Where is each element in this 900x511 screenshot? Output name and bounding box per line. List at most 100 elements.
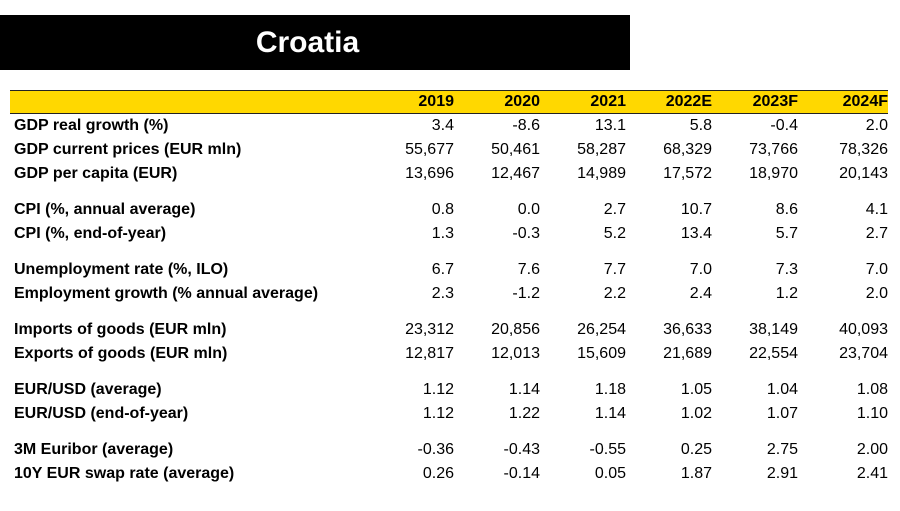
value-cell: 7.3 <box>775 261 798 278</box>
table-row: EUR/USD (end-of-year) 1.12 1.22 1.14 1.02 1.0… <box>10 402 888 426</box>
value-cell: 2.2 <box>603 285 626 302</box>
table-row: Unemployment rate (%, ILO) 6.7 7.6 7.7 7.0 7.… <box>10 258 888 282</box>
value-cell: 2.4 <box>689 285 712 302</box>
value-cell: 5.7 <box>775 225 798 242</box>
title-banner: Croatia <box>0 15 630 70</box>
row-label: Exports of goods (EUR mln) <box>14 345 228 362</box>
row-label: GDP current prices (EUR mln) <box>14 141 242 158</box>
value-cell: 1.05 <box>680 381 712 398</box>
value-cell: 0.25 <box>680 441 712 458</box>
value-cell: 58,287 <box>577 141 626 158</box>
value-cell: 8.6 <box>775 201 798 218</box>
value-cell: 0.0 <box>517 201 540 218</box>
header-label-cell <box>10 90 368 114</box>
spacer-cell <box>10 246 888 258</box>
value-cell: 68,329 <box>663 141 712 158</box>
value-cell: 1.14 <box>594 405 626 422</box>
value-cell: 22,554 <box>749 345 798 362</box>
year-header: 2019 <box>368 90 454 114</box>
value-cell: 1.02 <box>680 405 712 422</box>
spacer-cell <box>10 306 888 318</box>
value-cell: 5.8 <box>689 117 712 134</box>
value-cell: 38,149 <box>749 321 798 338</box>
year-header: 2022E <box>626 90 712 114</box>
value-cell: 40,093 <box>839 321 888 338</box>
value-cell: 1.14 <box>508 381 540 398</box>
value-cell: -0.36 <box>417 441 454 458</box>
table-row: GDP per capita (EUR) 13,696 12,467 14,989 17… <box>10 162 888 186</box>
row-label: CPI (%, annual average) <box>14 201 196 218</box>
value-cell: 36,633 <box>663 321 712 338</box>
value-cell: 7.0 <box>865 261 888 278</box>
value-cell: 1.18 <box>594 381 626 398</box>
value-cell: 2.3 <box>431 285 454 302</box>
row-label: 3M Euribor (average) <box>14 441 174 458</box>
value-cell: 13,696 <box>405 165 454 182</box>
row-label: Employment growth (% annual average) <box>14 285 319 302</box>
value-cell: 23,312 <box>405 321 454 338</box>
value-cell: 12,817 <box>405 345 454 362</box>
value-cell: -1.2 <box>512 285 540 302</box>
row-label: EUR/USD (end-of-year) <box>14 405 189 422</box>
row-label: EUR/USD (average) <box>14 381 162 398</box>
value-cell: -0.55 <box>589 441 626 458</box>
table-row: CPI (%, end-of-year) 1.3 -0.3 5.2 13.4 5.7 2.7 <box>10 222 888 246</box>
value-cell: 2.0 <box>865 117 888 134</box>
value-cell: 6.7 <box>431 261 454 278</box>
value-cell: 15,609 <box>577 345 626 362</box>
year-header: 2023F <box>712 90 798 114</box>
value-cell: 1.12 <box>422 381 454 398</box>
value-cell: 18,970 <box>749 165 798 182</box>
value-cell: 1.2 <box>775 285 798 302</box>
value-cell: 1.04 <box>766 381 798 398</box>
value-cell: 2.7 <box>603 201 626 218</box>
value-cell: 1.12 <box>422 405 454 422</box>
table-row: Imports of goods (EUR mln) 23,312 20,856 26… <box>10 318 888 342</box>
row-label: 10Y EUR swap rate (average) <box>14 465 235 482</box>
value-cell: -0.43 <box>503 441 540 458</box>
table-row: 3M Euribor (average) -0.36 -0.43 -0.55 0.25 2… <box>10 438 888 462</box>
value-cell: 21,689 <box>663 345 712 362</box>
value-cell: 73,766 <box>749 141 798 158</box>
table-row: CPI (%, annual average) 0.8 0.0 2.7 10.7 8.6 4… <box>10 198 888 222</box>
header-row: 2019 2020 2021 2022E 2023F 2024F <box>10 90 888 114</box>
table-row: GDP current prices (EUR mln) 55,677 50,461… <box>10 138 888 162</box>
group-spacer <box>10 426 888 438</box>
value-cell: 20,856 <box>491 321 540 338</box>
table-body: GDP real growth (%) 3.4 -8.6 13.1 5.8 -0.4 2.0… <box>10 114 888 487</box>
value-cell: 13.1 <box>594 117 626 134</box>
value-cell: 50,461 <box>491 141 540 158</box>
value-cell: 2.75 <box>766 441 798 458</box>
value-cell: 12,467 <box>491 165 540 182</box>
value-cell: 78,326 <box>839 141 888 158</box>
row-label: GDP per capita (EUR) <box>14 165 178 182</box>
value-cell: 1.3 <box>431 225 454 242</box>
group-spacer <box>10 366 888 378</box>
spacer-cell <box>10 366 888 378</box>
value-cell: 23,704 <box>839 345 888 362</box>
group-spacer <box>10 246 888 258</box>
year-header: 2021 <box>540 90 626 114</box>
value-cell: 1.07 <box>766 405 798 422</box>
value-cell: -8.6 <box>512 117 540 134</box>
value-cell: 5.2 <box>603 225 626 242</box>
value-cell: 1.87 <box>680 465 712 482</box>
spacer-cell <box>10 426 888 438</box>
value-cell: 17,572 <box>663 165 712 182</box>
value-cell: -0.3 <box>512 225 540 242</box>
row-label: CPI (%, end-of-year) <box>14 225 167 242</box>
row-label: Unemployment rate (%, ILO) <box>14 261 229 278</box>
value-cell: 2.91 <box>766 465 798 482</box>
value-cell: 2.7 <box>865 225 888 242</box>
value-cell: 14,989 <box>577 165 626 182</box>
value-cell: 10.7 <box>680 201 712 218</box>
year-header: 2020 <box>454 90 540 114</box>
value-cell: -0.14 <box>503 465 540 482</box>
value-cell: 0.05 <box>594 465 626 482</box>
value-cell: 26,254 <box>577 321 626 338</box>
value-cell: 55,677 <box>405 141 454 158</box>
value-cell: 3.4 <box>431 117 454 134</box>
value-cell: 13.4 <box>680 225 712 242</box>
table-row: 10Y EUR swap rate (average) 0.26 -0.14 0.05… <box>10 462 888 486</box>
value-cell: 7.6 <box>517 261 540 278</box>
